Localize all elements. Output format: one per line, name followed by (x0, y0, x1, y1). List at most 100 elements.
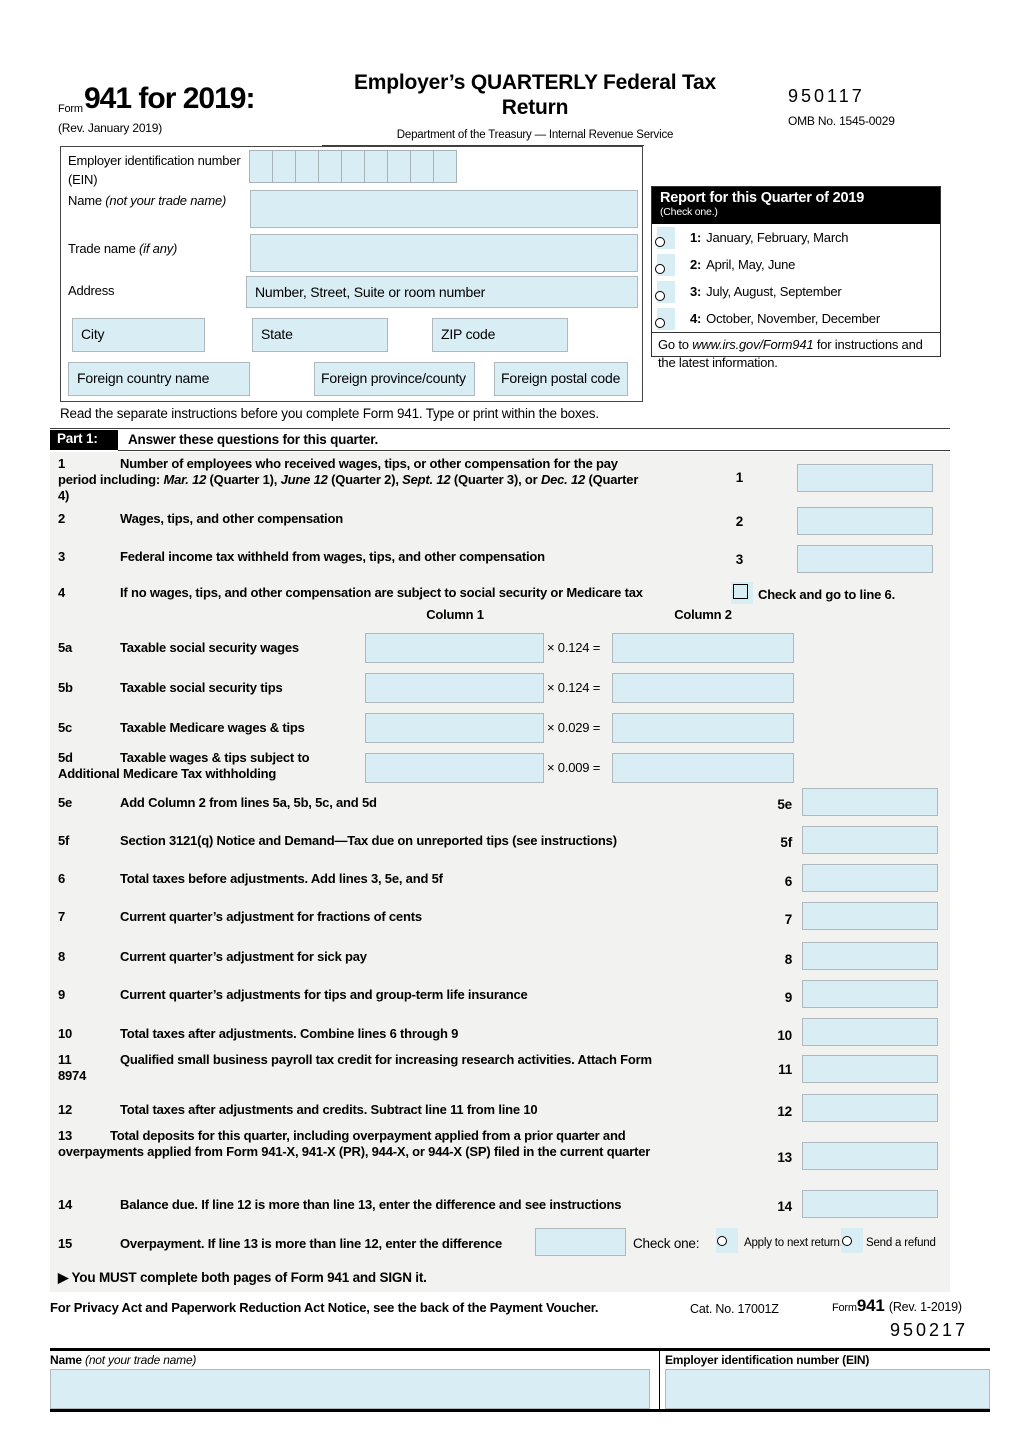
quarter-q3-label: July, August, September (706, 284, 842, 299)
line5b-col1-input[interactable] (365, 673, 544, 703)
line5a-col1-input[interactable] (365, 633, 544, 663)
trade-name-input[interactable] (250, 234, 638, 272)
quarter-box: Report for this Quarter of 2019 (Check o… (651, 186, 941, 370)
line5d-col2-input[interactable] (612, 753, 794, 783)
line11-ref: 11 (778, 1062, 792, 1077)
foreign-country-input[interactable]: Foreign country name (68, 362, 250, 396)
ein-cell[interactable] (249, 150, 273, 183)
form-number-title: 941 for 2019: (84, 82, 255, 115)
footer-form-rev: (Rev. 1-2019) (888, 1300, 962, 1314)
quarter-q2-radio[interactable] (655, 253, 675, 276)
ein-cell[interactable] (410, 150, 434, 183)
radio-circle-icon (655, 263, 665, 274)
quarter-q2-label: April, May, June (706, 257, 796, 272)
address-input[interactable]: Number, Street, Suite or room number (246, 276, 638, 308)
quarter-option-q4[interactable]: 4: October, November, December (652, 305, 940, 332)
ein-cell[interactable] (295, 150, 319, 183)
line7-ref: 7 (784, 912, 793, 927)
line8-input[interactable] (802, 942, 938, 970)
line3-ref: 3 (735, 552, 744, 567)
line2-number: 2 (58, 511, 66, 526)
line4-check-label: Check and go to line 6. (758, 587, 895, 602)
line1-label: Number of employees who received wages, … (58, 456, 639, 503)
line5f-input[interactable] (802, 826, 938, 854)
line12-input[interactable] (802, 1094, 938, 1122)
ein-input[interactable] (249, 150, 457, 183)
line7-label: Current quarter’s adjustment for fractio… (120, 909, 422, 924)
line15-refund-radio[interactable] (841, 1228, 863, 1253)
line5f-label: Section 3121(q) Notice and Demand—Tax du… (120, 833, 617, 848)
form-code-top: 950117 (788, 86, 865, 106)
quarter-option-q1[interactable]: 1: January, February, March (652, 224, 940, 251)
ein-cell[interactable] (387, 150, 411, 183)
ein-cell[interactable] (318, 150, 342, 183)
quarter-q4-radio[interactable] (655, 307, 675, 330)
line6-label: Total taxes before adjustments. Add line… (120, 871, 443, 886)
line15-apply-radio[interactable] (716, 1228, 738, 1253)
line5e-label: Add Column 2 from lines 5a, 5b, 5c, and … (120, 795, 377, 810)
line5e-input[interactable] (802, 788, 938, 816)
bottom-strip-top-rule (50, 1348, 990, 1351)
city-input[interactable]: City (72, 318, 205, 352)
radio-circle-icon (655, 317, 665, 328)
line7-input[interactable] (802, 902, 938, 930)
line11-input[interactable] (802, 1055, 938, 1083)
line8-number: 8 (58, 949, 66, 964)
line1-input[interactable] (797, 464, 933, 492)
line13-input[interactable] (802, 1142, 938, 1170)
ein-cell[interactable] (341, 150, 365, 183)
quarter-q3-radio[interactable] (655, 280, 675, 303)
foreign-province-input[interactable]: Foreign province/county (314, 362, 475, 396)
line5c-col1-input[interactable] (365, 713, 544, 743)
line5d-col1-input[interactable] (365, 753, 544, 783)
ein-cell[interactable] (364, 150, 388, 183)
line11-label: Qualified small business payroll tax cre… (58, 1052, 652, 1083)
line14-number: 14 (58, 1197, 73, 1212)
state-input[interactable]: State (252, 318, 388, 352)
quarter-option-q2[interactable]: 2: April, May, June (652, 251, 940, 278)
ein-cell[interactable] (433, 150, 457, 183)
part1-heading-underline (118, 450, 950, 451)
line10-input[interactable] (802, 1018, 938, 1046)
line14-label: Balance due. If line 12 is more than lin… (120, 1197, 622, 1212)
column1-header: Column 1 (426, 607, 484, 622)
line3-number: 3 (58, 549, 66, 564)
line8-ref: 8 (784, 952, 793, 967)
quarter-box-footer: Go to www.irs.gov/Form941 for instructio… (652, 332, 940, 375)
line3-input[interactable] (797, 545, 933, 573)
radio-circle-icon (717, 1236, 727, 1246)
employer-info-box (60, 146, 643, 402)
line2-label: Wages, tips, and other compensation (120, 511, 343, 526)
quarter-box-title: Report for this Quarter of 2019 (660, 190, 865, 206)
read-instructions-note: Read the separate instructions before yo… (60, 406, 599, 421)
foreign-postal-input[interactable]: Foreign postal code (494, 362, 628, 396)
catalog-number: Cat. No. 17001Z (690, 1302, 779, 1316)
quarter-option-q3[interactable]: 3: July, August, September (652, 278, 940, 305)
zip-input[interactable]: ZIP code (432, 318, 568, 352)
line5b-multiplier: × 0.124 = (547, 680, 601, 695)
line14-input[interactable] (802, 1190, 938, 1218)
line13-number: 13 (58, 1128, 73, 1143)
bottom-name-input[interactable] (50, 1369, 650, 1409)
line5c-col2-input[interactable] (612, 713, 794, 743)
line5e-number: 5e (58, 795, 73, 810)
name-input[interactable] (250, 190, 638, 228)
bottom-ein-input[interactable] (665, 1369, 990, 1409)
line9-input[interactable] (802, 980, 938, 1008)
line13-label: Total deposits for this quarter, includi… (58, 1128, 651, 1159)
line2-input[interactable] (797, 507, 933, 535)
line13-ref: 13 (777, 1150, 792, 1165)
bottom-strip-divider (659, 1348, 660, 1412)
line15-label: Overpayment. If line 13 is more than lin… (120, 1236, 502, 1251)
quarter-q1-radio[interactable] (655, 226, 675, 249)
line5b-col2-input[interactable] (612, 673, 794, 703)
line4-checkbox[interactable] (731, 582, 753, 604)
ein-cell[interactable] (272, 150, 296, 183)
quarter-q4-number: 4: (690, 311, 702, 326)
column2-header: Column 2 (674, 607, 732, 622)
line15-amount-input[interactable] (535, 1228, 626, 1256)
line5a-col2-input[interactable] (612, 633, 794, 663)
line5e-ref: 5e (777, 797, 792, 812)
line6-input[interactable] (802, 864, 938, 892)
